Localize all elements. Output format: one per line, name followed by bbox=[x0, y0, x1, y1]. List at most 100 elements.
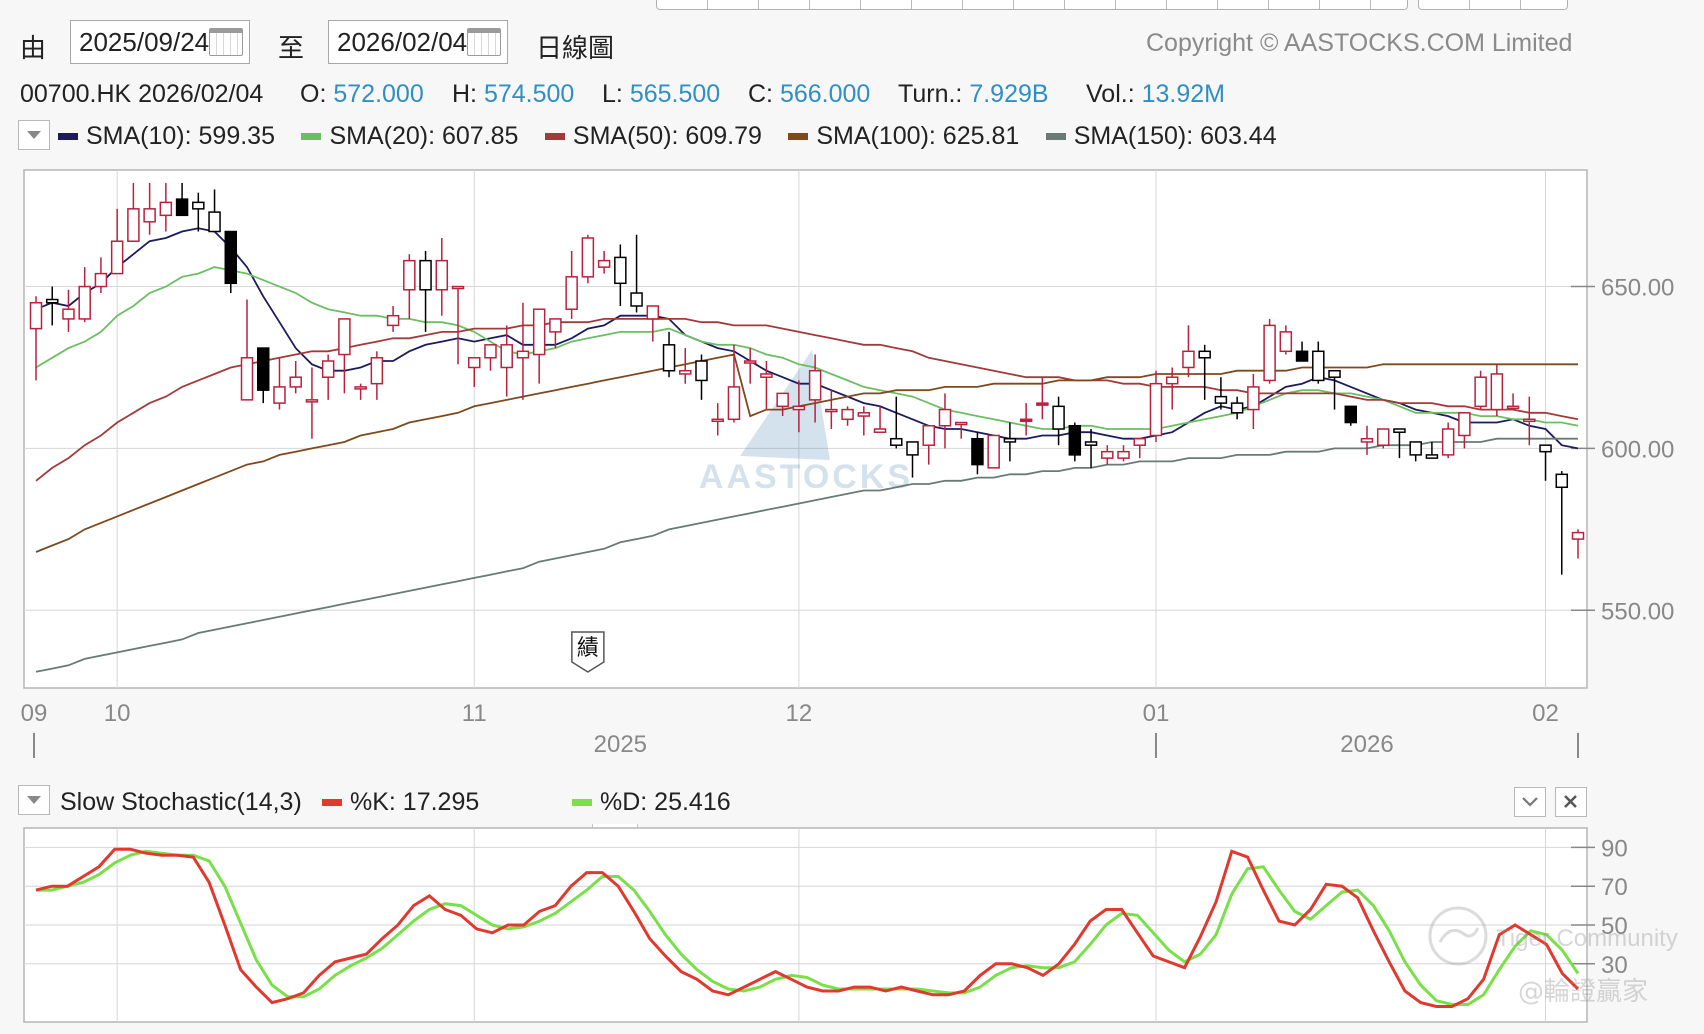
sma20-legend: SMA(20): 607.85 bbox=[301, 122, 518, 151]
from-date-input[interactable]: 2025/09/24 bbox=[70, 20, 250, 64]
chart-type-label[interactable]: 日線圖 bbox=[536, 33, 615, 63]
candle-body bbox=[289, 376, 302, 388]
sma100-legend: SMA(100): 625.81 bbox=[788, 122, 1019, 151]
sma100-label: SMA(100): 625.81 bbox=[816, 122, 1020, 150]
candle-body bbox=[1360, 437, 1374, 443]
sma150-swatch bbox=[1045, 133, 1066, 140]
candle-body bbox=[305, 399, 319, 403]
sma-line-sma50 bbox=[35, 317, 1579, 482]
candle-body bbox=[646, 305, 660, 320]
candle-body bbox=[435, 259, 449, 291]
stoch-y-tick-label: 50 bbox=[1601, 913, 1628, 940]
candle-body bbox=[1312, 350, 1325, 382]
author-watermark-text: @輪證贏家 bbox=[1518, 977, 1648, 1007]
candle-body bbox=[159, 201, 173, 217]
sma150-legend: SMA(150): 603.44 bbox=[1045, 122, 1277, 151]
collapse-panel-button[interactable] bbox=[1514, 787, 1546, 817]
sma50-legend: SMA(50): 609.79 bbox=[544, 122, 762, 151]
candle-body bbox=[192, 201, 205, 210]
candle-body bbox=[1409, 441, 1422, 456]
candle-body bbox=[224, 230, 238, 285]
candle-body bbox=[630, 292, 643, 307]
volume-value: 13.92M bbox=[1141, 80, 1225, 108]
candle-body bbox=[922, 425, 935, 446]
candle-body bbox=[94, 272, 108, 288]
candle-body bbox=[1230, 402, 1244, 414]
turnover-value: 7.929B bbox=[969, 80, 1049, 108]
sma100-swatch bbox=[788, 133, 809, 140]
indicator-dropdown-button[interactable] bbox=[18, 785, 50, 815]
candle-body bbox=[1036, 402, 1049, 406]
symbol-date: 00700.HK 2026/02/04 bbox=[20, 80, 264, 108]
sma10-legend: SMA(10): 599.35 bbox=[58, 122, 275, 151]
close-panel-button[interactable] bbox=[1555, 787, 1587, 817]
close-quote: C: 566.000 bbox=[748, 80, 870, 109]
tiger-community-watermark: Tiger Community @輪證贏家 bbox=[1428, 906, 1678, 1007]
stoch-y-tick-label: 70 bbox=[1601, 874, 1628, 901]
candle-body bbox=[808, 369, 822, 401]
calendar-icon[interactable] bbox=[467, 28, 501, 56]
high-quote: H: 574.500 bbox=[452, 80, 574, 109]
candle-body bbox=[1214, 395, 1228, 404]
candle-body bbox=[175, 198, 189, 217]
period-tabs[interactable] bbox=[656, 0, 1408, 10]
tiger-logo-stroke bbox=[1438, 927, 1480, 943]
candle-body bbox=[1198, 350, 1211, 359]
community-watermark-text: Tiger Community bbox=[1496, 925, 1678, 952]
earnings-marker-label: 績 bbox=[577, 636, 599, 661]
tiger-logo-icon bbox=[1428, 906, 1488, 966]
from-label: 由 bbox=[20, 33, 47, 63]
stoch-y-tick-label: 30 bbox=[1601, 952, 1628, 979]
chevron-down-icon bbox=[1522, 797, 1538, 807]
earnings-marker-flag bbox=[571, 631, 605, 673]
candle-body bbox=[273, 386, 286, 404]
stoch-k-line bbox=[35, 847, 1580, 1008]
candle-body bbox=[240, 357, 254, 401]
overlay-dropdown-button[interactable] bbox=[18, 120, 50, 150]
candle-body bbox=[256, 347, 270, 391]
candle-body bbox=[760, 373, 773, 378]
candle-body bbox=[484, 344, 497, 359]
earnings-marker: 績 bbox=[571, 631, 605, 673]
candle-body bbox=[743, 360, 757, 364]
sma-line-sma150 bbox=[35, 437, 1578, 673]
candle-body bbox=[1117, 450, 1130, 459]
candle-body bbox=[500, 344, 513, 369]
y-tick-label: 550.00 bbox=[1601, 598, 1674, 625]
candle-body bbox=[857, 412, 871, 417]
sma20-label: SMA(20): 607.85 bbox=[329, 122, 519, 150]
tool-tabs[interactable] bbox=[1418, 0, 1568, 10]
x-month-label: 11 bbox=[462, 700, 487, 727]
candle-body bbox=[1279, 331, 1293, 353]
sma150-label: SMA(150): 603.44 bbox=[1073, 122, 1277, 150]
candle-body bbox=[1101, 450, 1114, 459]
candle-body bbox=[1084, 441, 1098, 446]
candle-body bbox=[1019, 418, 1033, 423]
candle-body bbox=[1474, 376, 1487, 408]
candle-body bbox=[1523, 418, 1536, 423]
candle-body bbox=[516, 350, 530, 359]
sma10-label: SMA(10): 599.35 bbox=[86, 122, 275, 150]
y-tick-label: 650.00 bbox=[1601, 275, 1674, 302]
x-month-label: 02 bbox=[1532, 700, 1559, 727]
candle-body bbox=[1068, 425, 1082, 456]
candle-body bbox=[1376, 428, 1390, 446]
volume-quote: Vol.: 13.92M bbox=[1086, 80, 1225, 109]
candle-body bbox=[695, 360, 708, 382]
candle-body bbox=[581, 237, 595, 278]
to-date-input[interactable]: 2026/02/04 bbox=[328, 20, 508, 64]
candle-body bbox=[873, 428, 887, 433]
candle-body bbox=[841, 408, 854, 421]
to-date-value: 2026/02/04 bbox=[337, 27, 468, 57]
stoch-d-swatch bbox=[572, 799, 592, 806]
candle-body bbox=[143, 208, 156, 223]
sma-line-sma20 bbox=[35, 266, 1579, 430]
candle-body bbox=[1247, 386, 1260, 411]
candle-body bbox=[532, 308, 546, 356]
close-label: C: bbox=[748, 80, 773, 108]
x-month-label: 01 bbox=[1143, 700, 1170, 727]
candle-body bbox=[971, 437, 984, 466]
calendar-icon[interactable] bbox=[209, 28, 243, 56]
